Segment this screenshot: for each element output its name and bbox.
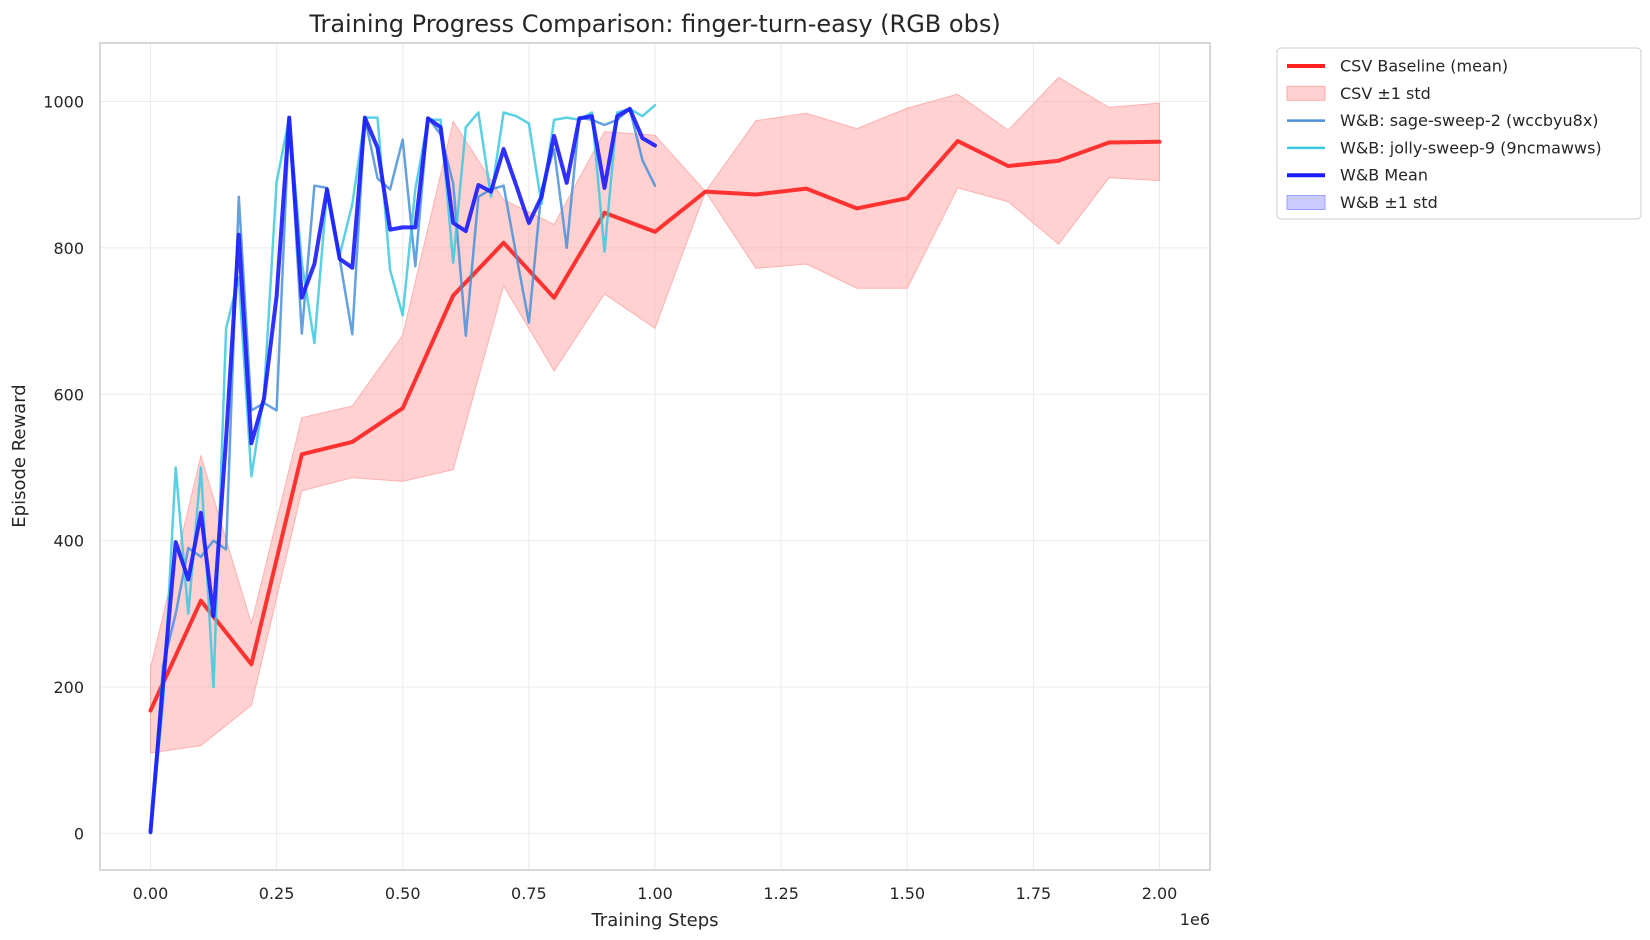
y-tick-label: 400 — [53, 532, 84, 551]
x-tick-label: 0.00 — [133, 884, 169, 903]
legend-label: CSV Baseline (mean) — [1340, 57, 1508, 76]
legend-patch-swatch — [1286, 85, 1326, 101]
axis-ticks: 0.00 0.25 0.50 0.75 1.00 1.25 1.50 1.75 2.00 0 200… — [43, 93, 1177, 903]
y-tick-label: 200 — [53, 678, 84, 697]
y-tick-label: 600 — [53, 385, 84, 404]
legend-label: W&B: sage-sweep-2 (wccbyu8x) — [1340, 111, 1599, 130]
x-tick-label: 0.50 — [385, 884, 421, 903]
legend-patch-swatch — [1286, 195, 1326, 210]
legend-label: W&B ±1 std — [1340, 193, 1438, 212]
plot-frame — [99, 42, 1211, 871]
legend-label: W&B: jolly-sweep-9 (9ncmawws) — [1340, 138, 1602, 157]
legend-label: W&B Mean — [1340, 166, 1428, 185]
legend-box — [1276, 47, 1642, 220]
x-axis-offset-label: 1e6 — [1180, 910, 1210, 929]
y-tick-label: 1000 — [43, 93, 84, 112]
series-lines — [148, 103, 1162, 835]
x-tick-label: 1.25 — [763, 884, 799, 903]
y-tick-label: 800 — [53, 239, 84, 258]
std-band — [150, 76, 1160, 754]
x-tick-label: 0.75 — [511, 884, 547, 903]
series-line — [148, 106, 657, 834]
std-bands — [150, 76, 1160, 754]
x-tick-label: 1.50 — [889, 884, 925, 903]
x-tick-label: 1.00 — [637, 884, 673, 903]
legend: CSV Baseline (mean) CSV ±1 std W&B: sage-s… — [1276, 47, 1642, 220]
legend-label: CSV ±1 std — [1340, 84, 1431, 103]
y-axis-title: Episode Reward — [9, 384, 30, 527]
x-tick-label: 1.75 — [1016, 884, 1052, 903]
series-line — [148, 139, 1162, 713]
x-axis-title: Training Steps — [590, 910, 718, 931]
y-tick-label: 0 — [74, 824, 84, 843]
chart-title: Training Progress Comparison: finger-tur… — [308, 10, 1000, 38]
x-tick-label: 0.25 — [259, 884, 295, 903]
x-tick-label: 2.00 — [1142, 884, 1178, 903]
